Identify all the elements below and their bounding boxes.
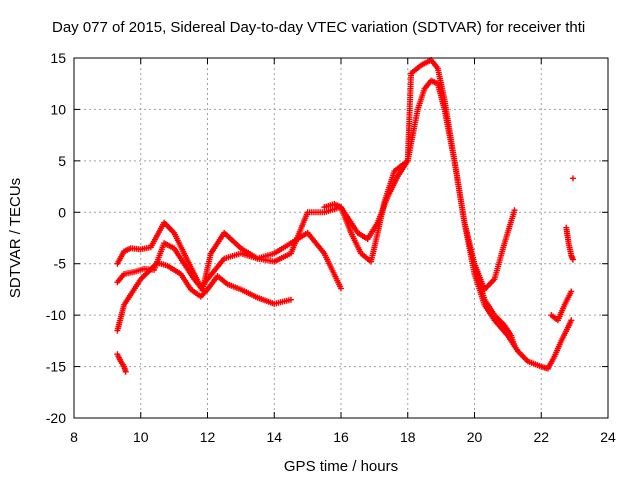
x-tick-label: 18	[400, 429, 416, 445]
tick-labels: 8 10 12 14 16 18 20 22 24 -20 -15 -10 -5 0 5 10 15	[46, 50, 616, 445]
x-tick-label: 16	[333, 429, 349, 445]
y-tick-label: 5	[58, 153, 66, 169]
plot-frame	[73, 57, 609, 419]
y-tick-label: 15	[50, 50, 66, 66]
y-tick-label: -15	[46, 359, 66, 375]
x-tick-label: 14	[266, 429, 282, 445]
data-point	[569, 256, 576, 263]
data-point	[568, 317, 575, 324]
data-point	[568, 288, 575, 295]
data-point	[287, 296, 294, 303]
chart-title: Day 077 of 2015, Sidereal Day-to-day VTE…	[52, 19, 585, 36]
y-tick-label: -5	[54, 256, 67, 272]
data-point	[122, 368, 129, 375]
y-axis-label: SDTVAR / TECUs	[7, 178, 24, 298]
y-tick-label: 10	[50, 101, 66, 117]
y-tick-label: -20	[46, 410, 66, 426]
data-marks	[114, 57, 576, 375]
x-tick-label: 24	[600, 429, 616, 445]
data-point	[338, 285, 344, 292]
data-point	[511, 207, 518, 214]
x-tick-label: 20	[467, 429, 483, 445]
x-tick-label: 8	[70, 429, 78, 445]
grid	[74, 58, 608, 418]
data-point	[569, 175, 576, 182]
x-tick-label: 12	[200, 429, 216, 445]
y-tick-label: -10	[46, 307, 66, 323]
data-point	[511, 343, 518, 349]
x-tick-label: 22	[533, 429, 549, 445]
y-tick-label: 0	[58, 204, 66, 220]
x-tick-label: 10	[133, 429, 149, 445]
x-axis-label: GPS time / hours	[284, 458, 398, 475]
